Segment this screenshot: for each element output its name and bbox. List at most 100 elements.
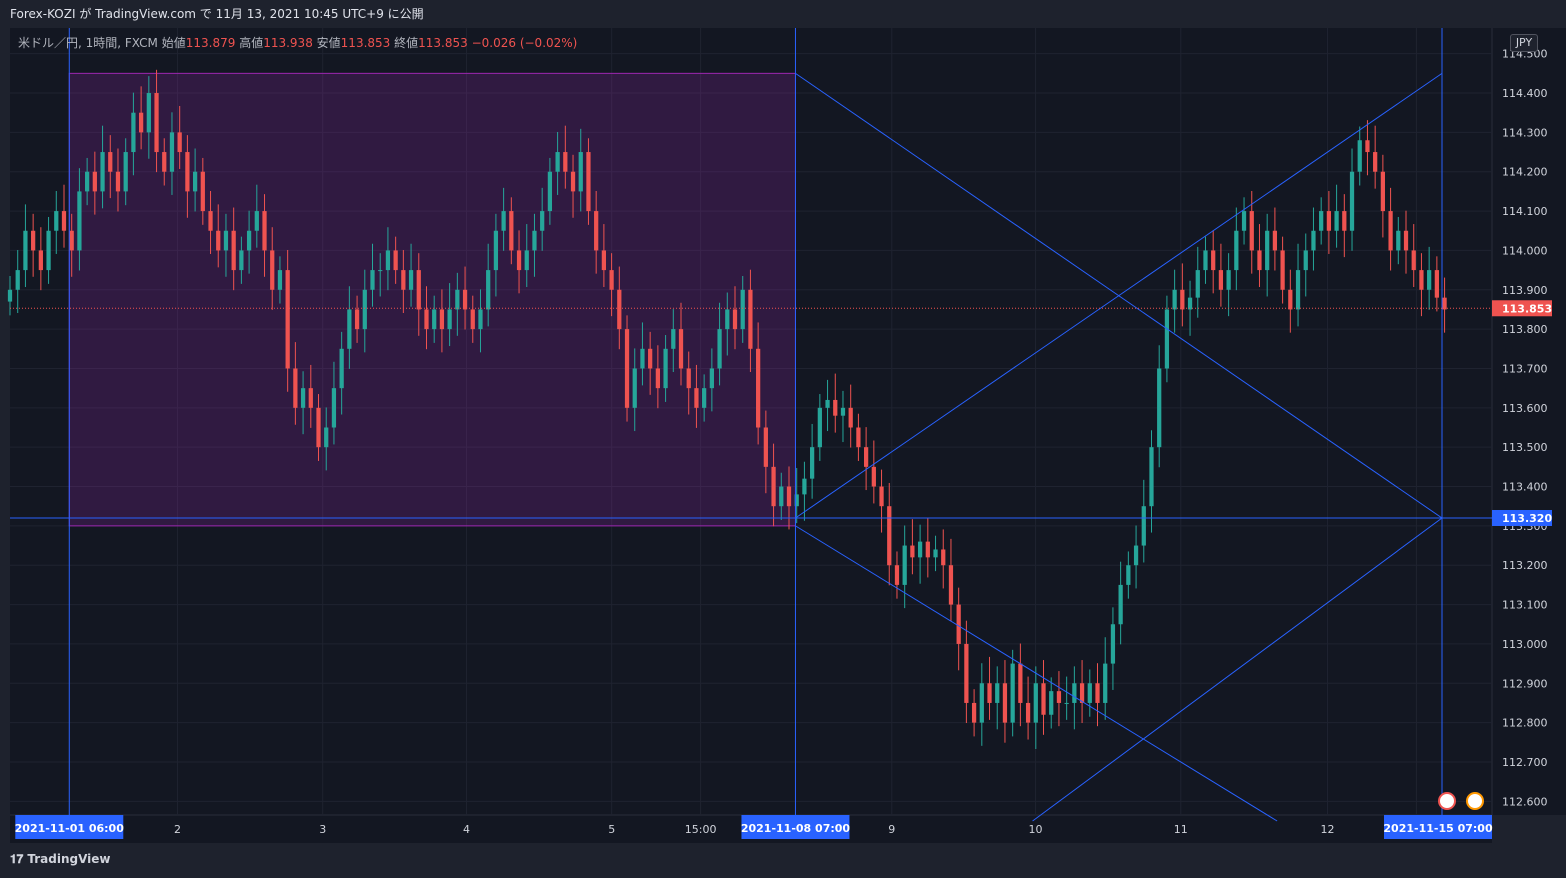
candle-body [478,309,483,330]
candle-body [894,565,900,585]
candle-body [46,230,51,271]
candle-body [231,230,236,271]
candle-body [362,289,367,330]
candle-body [1442,297,1447,310]
candle-body [640,348,645,369]
candle-body [154,93,159,153]
candle-body [941,549,946,566]
candle-body [493,230,499,271]
candle-body [1110,624,1116,664]
range-box [68,72,796,527]
candle-body [354,309,360,330]
record-alt-icon[interactable] [1466,792,1484,810]
y-tick-label: 113.100 [1502,599,1548,612]
candle-body [300,388,306,408]
candle-body [1087,683,1092,703]
candle-body [1133,545,1139,566]
candle-body [1342,211,1347,231]
candle-body [424,309,429,330]
candle-body [1118,584,1123,625]
candle-body [516,250,522,271]
candle-body [31,230,36,251]
y-tick-label: 114.400 [1502,87,1548,100]
tradingview-logo[interactable]: 𝟏𝟕 TradingView [10,852,111,867]
candle-body [817,407,822,448]
candle-body [756,348,761,428]
candle-body [1064,702,1069,704]
candle-body [192,171,198,192]
candle-body [1326,211,1332,231]
ohlc-legend: 米ドル／円, 1時間, FXCM 始値113.879 高値113.938 安値1… [18,34,577,51]
candle-body [123,152,128,192]
candle-body [1126,565,1131,585]
x-tick-label: 12 [1320,823,1334,836]
candle-body [293,368,298,408]
y-tick-label: 113.900 [1502,284,1548,297]
candle-body [393,250,398,271]
candle-body [1211,250,1216,271]
candle-body [802,478,807,495]
candle-body [1002,683,1008,723]
y-tick-label: 112.700 [1502,756,1548,769]
candle-body [910,545,915,558]
symbol-label[interactable]: 米ドル／円, 1時間, FXCM [18,36,158,50]
candle-body [1380,171,1385,212]
candle-body [555,152,560,172]
candle-body [995,683,1000,703]
candle-body [15,270,20,290]
candle-body [948,565,954,605]
candle-body [1311,230,1316,251]
candle-body [725,309,730,330]
candle-body [1427,270,1432,290]
x-tick-label: 11 [1174,823,1188,836]
candle-body [308,388,313,408]
candle-body [1403,230,1409,251]
candle-body [563,152,568,172]
candle-body [1288,289,1293,310]
candle-body [1041,683,1046,715]
candle-body [262,211,267,251]
candle-body [54,211,59,231]
candle-body [1164,309,1170,369]
currency-button[interactable]: JPY [1510,34,1538,52]
candle-body [524,250,529,271]
candle-body [401,270,406,290]
candle-body [23,230,28,271]
x-tick-label: 9 [888,823,895,836]
candle-body [686,368,691,389]
candle-body [1010,663,1015,723]
candle-body [971,702,977,723]
candle-body [586,152,591,212]
candle-body [108,152,113,172]
candle-body [239,250,244,271]
candle-body [1319,211,1324,231]
candle-body [917,541,923,558]
candle-body [408,270,414,290]
candle-body [601,250,607,271]
candle-body [1357,140,1362,172]
candle-body [115,171,121,192]
candle-body [840,407,846,416]
candle-body [902,545,907,585]
candle-body [848,407,853,428]
candle-body [617,289,622,330]
y-tick-label: 113.600 [1502,402,1548,415]
open-label: 始値 [161,36,186,50]
candle-body [1334,211,1339,231]
trend-line [795,72,1443,519]
low-value: 113.853 [340,36,391,50]
candle-body [1218,270,1224,290]
candle-body [1365,140,1370,153]
candle-body [1234,230,1239,271]
high-value: 113.938 [263,36,313,50]
y-tick-label: 112.800 [1502,717,1548,730]
y-tick-label: 113.800 [1502,323,1548,336]
plot-area [10,28,1492,815]
candle-body [887,506,892,566]
y-tick-label: 114.000 [1502,244,1548,257]
record-icon[interactable] [1438,792,1456,810]
candle-body [85,171,90,192]
publish-header: Forex-KOZI が TradingView.com で 11月 13, 2… [0,0,1566,28]
